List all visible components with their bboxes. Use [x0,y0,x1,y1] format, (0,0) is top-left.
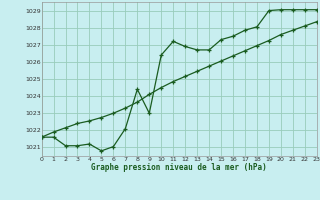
X-axis label: Graphe pression niveau de la mer (hPa): Graphe pression niveau de la mer (hPa) [91,163,267,172]
